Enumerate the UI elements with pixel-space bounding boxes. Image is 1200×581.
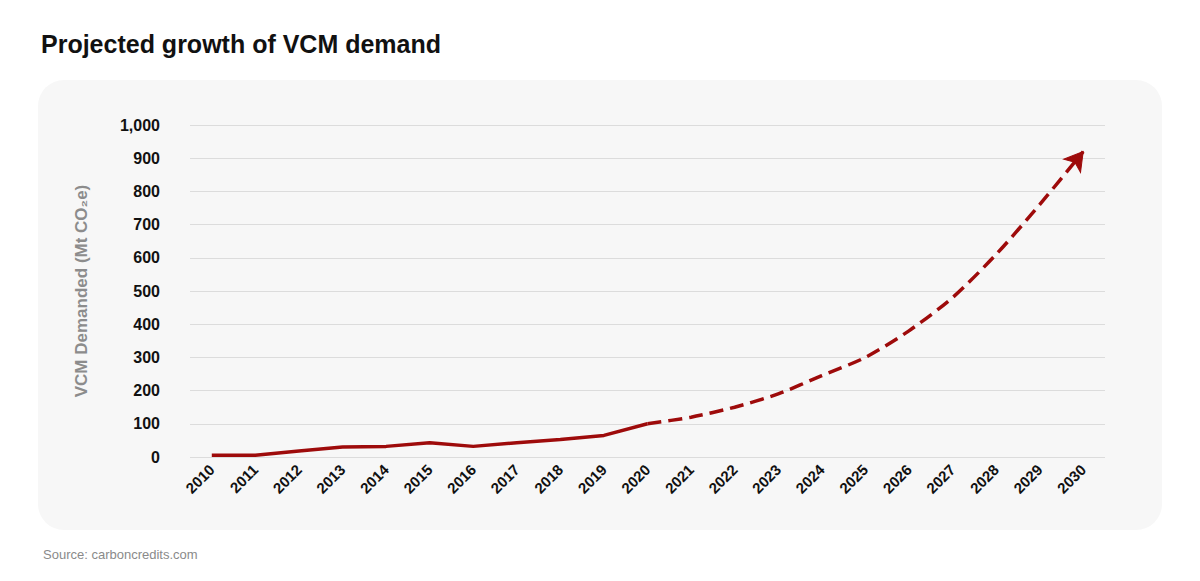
svg-text:2012: 2012 (269, 461, 305, 497)
svg-text:500: 500 (133, 283, 160, 300)
svg-text:2010: 2010 (182, 461, 218, 497)
svg-text:1,000: 1,000 (120, 117, 160, 134)
svg-text:2029: 2029 (1010, 461, 1046, 497)
svg-text:200: 200 (133, 382, 160, 399)
svg-text:2011: 2011 (226, 461, 261, 496)
svg-text:600: 600 (133, 249, 160, 266)
svg-text:0: 0 (151, 449, 160, 466)
svg-text:2025: 2025 (836, 461, 872, 497)
svg-text:VCM Demanded (Mt CO₂e): VCM Demanded (Mt CO₂e) (72, 185, 91, 398)
svg-text:2024: 2024 (792, 461, 828, 497)
svg-text:400: 400 (133, 316, 160, 333)
svg-text:2016: 2016 (444, 461, 480, 497)
svg-text:2018: 2018 (531, 461, 567, 497)
svg-text:800: 800 (133, 183, 160, 200)
svg-text:2027: 2027 (923, 461, 959, 497)
svg-text:300: 300 (133, 349, 160, 366)
svg-text:2023: 2023 (749, 461, 785, 497)
svg-text:2013: 2013 (313, 461, 349, 497)
svg-text:2021: 2021 (661, 461, 697, 497)
svg-text:700: 700 (133, 216, 160, 233)
svg-text:2030: 2030 (1054, 461, 1090, 497)
svg-text:2020: 2020 (618, 461, 654, 497)
svg-text:2017: 2017 (487, 461, 523, 497)
svg-text:2014: 2014 (356, 461, 392, 497)
svg-text:Projected growth of VCM demand: Projected growth of VCM demand (41, 30, 441, 58)
svg-text:2022: 2022 (705, 461, 741, 497)
svg-text:900: 900 (133, 150, 160, 167)
svg-text:2028: 2028 (966, 461, 1002, 497)
svg-text:Source: carboncredits.com: Source: carboncredits.com (43, 547, 198, 562)
svg-text:2015: 2015 (400, 461, 436, 497)
svg-text:2026: 2026 (879, 461, 915, 497)
svg-text:2019: 2019 (574, 461, 610, 497)
svg-text:100: 100 (133, 415, 160, 432)
